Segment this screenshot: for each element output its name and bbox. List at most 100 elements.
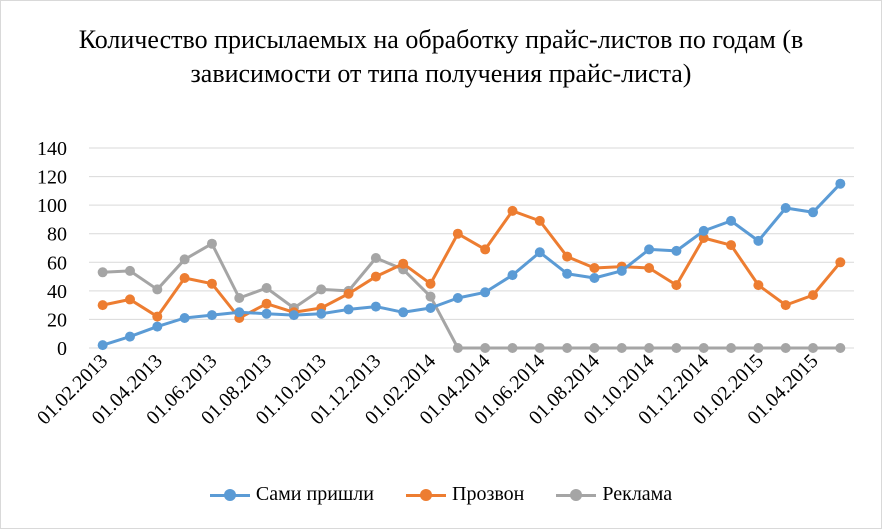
data-point bbox=[589, 273, 600, 283]
data-point bbox=[671, 343, 682, 353]
data-point bbox=[234, 307, 245, 318]
data-point bbox=[562, 251, 573, 262]
data-point bbox=[425, 291, 436, 302]
data-point bbox=[316, 284, 327, 295]
data-point bbox=[152, 311, 163, 322]
legend-item: Реклама bbox=[556, 483, 672, 506]
data-point bbox=[179, 254, 190, 265]
series-line bbox=[102, 209, 842, 320]
data-point bbox=[562, 343, 573, 353]
data-point bbox=[589, 343, 600, 353]
y-tick-label: 0 bbox=[57, 338, 67, 360]
y-tick-label: 120 bbox=[37, 167, 67, 189]
data-point bbox=[452, 343, 463, 353]
data-point bbox=[425, 303, 436, 313]
data-point bbox=[534, 343, 545, 353]
legend-item: Сами пришли bbox=[209, 483, 374, 506]
data-point bbox=[753, 280, 764, 291]
series-line bbox=[102, 242, 841, 350]
plot-grid bbox=[89, 147, 854, 349]
data-point bbox=[234, 293, 245, 303]
y-tick-label: 80 bbox=[47, 224, 67, 246]
data-point bbox=[616, 343, 627, 353]
data-point bbox=[671, 280, 682, 291]
data-point bbox=[97, 340, 108, 351]
data-point bbox=[753, 343, 764, 353]
data-point bbox=[124, 331, 135, 342]
data-point bbox=[288, 310, 299, 321]
data-point bbox=[698, 225, 709, 236]
data-point bbox=[507, 343, 518, 353]
data-point bbox=[671, 245, 682, 256]
y-tick-label: 100 bbox=[37, 195, 67, 217]
legend-label: Прозвон bbox=[452, 483, 525, 505]
data-point bbox=[780, 203, 791, 213]
data-point bbox=[589, 263, 600, 273]
data-point bbox=[97, 267, 108, 278]
data-point bbox=[726, 343, 737, 353]
data-point bbox=[507, 205, 518, 216]
data-point bbox=[644, 263, 655, 273]
data-point bbox=[343, 288, 354, 299]
data-point bbox=[480, 343, 491, 353]
data-point bbox=[97, 300, 108, 311]
data-point bbox=[753, 235, 764, 246]
data-point bbox=[726, 240, 737, 251]
data-point bbox=[452, 293, 463, 303]
data-point bbox=[780, 343, 791, 353]
data-point bbox=[398, 307, 409, 318]
data-point bbox=[316, 308, 327, 319]
data-point bbox=[398, 258, 409, 269]
data-point bbox=[480, 244, 491, 255]
data-point bbox=[343, 304, 354, 315]
data-point bbox=[835, 178, 846, 189]
legend: Сами пришли Прозвон Реклама bbox=[1, 483, 881, 506]
legend-swatch bbox=[556, 488, 597, 502]
data-point bbox=[507, 270, 518, 281]
data-point bbox=[780, 300, 791, 311]
data-point bbox=[808, 343, 819, 353]
data-point bbox=[534, 215, 545, 226]
legend-item: Прозвон bbox=[406, 483, 524, 506]
data-point bbox=[261, 308, 272, 319]
legend-label: Сами пришли bbox=[255, 483, 374, 505]
data-point bbox=[179, 313, 190, 323]
data-point bbox=[179, 273, 190, 283]
data-point bbox=[261, 298, 272, 309]
y-tick-label: 40 bbox=[47, 281, 67, 303]
data-point bbox=[152, 284, 163, 295]
data-point bbox=[370, 271, 381, 282]
data-point bbox=[370, 253, 381, 263]
data-point bbox=[152, 321, 163, 332]
data-point bbox=[562, 268, 573, 279]
y-tick-label: 60 bbox=[47, 252, 67, 274]
legend-label: Реклама bbox=[602, 483, 673, 505]
data-point bbox=[616, 265, 627, 276]
data-point bbox=[124, 265, 135, 276]
data-point bbox=[808, 207, 819, 218]
data-point bbox=[835, 343, 846, 353]
data-point bbox=[452, 228, 463, 239]
data-point bbox=[206, 238, 217, 249]
x-axis-labels: 01.02.201301.04.201301.06.201301.08.2013… bbox=[33, 350, 823, 429]
data-point bbox=[644, 343, 655, 353]
y-tick-label: 140 bbox=[37, 138, 67, 160]
data-point bbox=[425, 278, 436, 289]
data-point bbox=[726, 215, 737, 226]
data-point bbox=[698, 233, 709, 243]
legend-swatch bbox=[406, 488, 446, 502]
y-axis-labels: 0 20 40 60 80 100 120 140 bbox=[37, 138, 67, 360]
data-point bbox=[124, 294, 135, 305]
data-point bbox=[644, 244, 655, 255]
data-point bbox=[206, 278, 217, 289]
series-Сами пришли bbox=[97, 178, 846, 351]
data-point bbox=[370, 301, 381, 312]
data-point bbox=[698, 343, 709, 353]
chart-title: Количество присылаемых на обработку прай… bbox=[78, 25, 804, 88]
legend-swatch bbox=[209, 488, 250, 502]
y-tick-label: 20 bbox=[47, 309, 67, 331]
data-point bbox=[261, 283, 272, 293]
series-line bbox=[102, 182, 842, 347]
